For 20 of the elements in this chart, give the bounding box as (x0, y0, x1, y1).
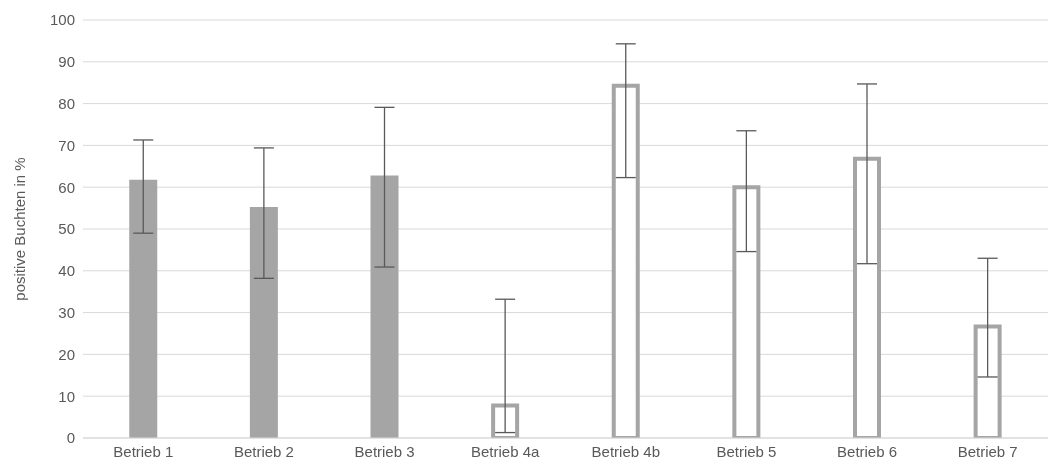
y-tick-label: 90 (58, 53, 75, 71)
x-tick-label: Betrieb 4b (591, 442, 661, 460)
x-tick-label: Betrieb 4a (470, 442, 541, 460)
x-tick-label: Betrieb 2 (233, 442, 294, 460)
y-tick-label: 30 (58, 303, 75, 321)
x-tick-label: Betrieb 6 (837, 442, 898, 460)
y-tick-label: 20 (58, 345, 75, 363)
y-tick-label: 80 (58, 94, 75, 112)
x-tick-label: Betrieb 3 (354, 442, 415, 460)
y-tick-label: 0 (66, 429, 75, 447)
y-axis-title: positive Buchten in % (11, 157, 29, 301)
y-tick-label: 10 (58, 387, 75, 405)
x-tick-label: Betrieb 5 (716, 442, 777, 460)
x-tick-label: Betrieb 1 (113, 442, 174, 460)
y-tick-label: 70 (58, 136, 75, 154)
y-tick-label: 40 (58, 262, 75, 280)
y-tick-label: 50 (58, 220, 75, 238)
y-tick-label: 100 (49, 11, 75, 29)
y-tick-label: 60 (58, 178, 75, 196)
x-tick-label: Betrieb 7 (957, 442, 1018, 460)
